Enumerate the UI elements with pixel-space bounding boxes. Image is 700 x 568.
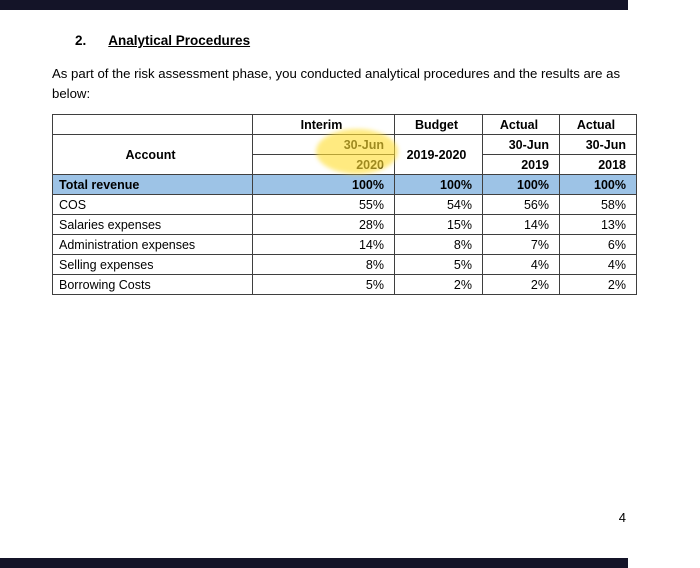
- actual-2019-cell: 2%: [482, 274, 560, 295]
- budget-cell: 15%: [394, 214, 483, 235]
- header-interim-year: 2020: [252, 154, 395, 175]
- account-cell: Borrowing Costs: [52, 274, 253, 295]
- actual-2018-cell: 4%: [559, 254, 637, 275]
- table-row-salaries: Salaries expenses 28% 15% 14% 13%: [52, 214, 637, 235]
- header-actual-2019-date: 30-Jun: [482, 134, 560, 155]
- header-budget-period: 2019-2020: [394, 134, 483, 175]
- table-row-selling: Selling expenses 8% 5% 4% 4%: [52, 254, 637, 275]
- header-budget: Budget: [394, 114, 483, 135]
- section-heading: 2. Analytical Procedures: [75, 33, 250, 48]
- header-row-dates: Account 30-Jun 2019-2020 30-Jun 30-Jun: [52, 134, 637, 175]
- account-cell: Selling expenses: [52, 254, 253, 275]
- intro-paragraph: As part of the risk assessment phase, yo…: [52, 66, 621, 101]
- analytical-procedures-table: Interim Budget Actual Actual Account 30-…: [52, 114, 637, 295]
- table-row-administration: Administration expenses 14% 8% 7% 6%: [52, 234, 637, 255]
- interim-cell: 28%: [252, 214, 395, 235]
- page-number: 4: [618, 510, 626, 525]
- actual-2018-cell: 6%: [559, 234, 637, 255]
- header-actual-2018: Actual: [559, 114, 637, 135]
- interim-cell: 100%: [252, 174, 395, 195]
- actual-2019-cell: 56%: [482, 194, 560, 215]
- budget-cell: 2%: [394, 274, 483, 295]
- header-account: Account: [52, 134, 253, 175]
- table-row-total-revenue: Total revenue 100% 100% 100% 100%: [52, 174, 637, 195]
- interim-cell: 5%: [252, 274, 395, 295]
- interim-cell: 55%: [252, 194, 395, 215]
- bottom-edge-bar: [0, 558, 628, 568]
- actual-2019-cell: 7%: [482, 234, 560, 255]
- account-cell: Total revenue: [52, 174, 253, 195]
- section-number: 2.: [75, 33, 87, 48]
- actual-2019-cell: 100%: [482, 174, 560, 195]
- budget-cell: 8%: [394, 234, 483, 255]
- actual-2018-cell: 2%: [559, 274, 637, 295]
- actual-2019-cell: 4%: [482, 254, 560, 275]
- budget-cell: 100%: [394, 174, 483, 195]
- actual-2018-cell: 13%: [559, 214, 637, 235]
- actual-2019-cell: 14%: [482, 214, 560, 235]
- account-cell: Administration expenses: [52, 234, 253, 255]
- actual-2018-cell: 58%: [559, 194, 637, 215]
- account-cell: Salaries expenses: [52, 214, 253, 235]
- header-account-blank: [52, 114, 253, 135]
- interim-cell: 8%: [252, 254, 395, 275]
- analytical-procedures-table-wrap: Interim Budget Actual Actual Account 30-…: [52, 114, 637, 295]
- header-interim: Interim: [252, 114, 395, 135]
- interim-cell: 14%: [252, 234, 395, 255]
- section-title: Analytical Procedures: [108, 33, 251, 48]
- actual-2018-cell: 100%: [559, 174, 637, 195]
- header-actual-2019-year: 2019: [482, 154, 560, 175]
- header-row-group: Interim Budget Actual Actual: [52, 114, 637, 135]
- header-interim-date: 30-Jun: [252, 134, 395, 155]
- top-edge-bar: [0, 0, 628, 10]
- table-row-borrowing: Borrowing Costs 5% 2% 2% 2%: [52, 274, 637, 295]
- account-cell: COS: [52, 194, 253, 215]
- header-actual-2018-year: 2018: [559, 154, 637, 175]
- budget-cell: 5%: [394, 254, 483, 275]
- header-actual-2018-date: 30-Jun: [559, 134, 637, 155]
- budget-cell: 54%: [394, 194, 483, 215]
- header-actual-2019: Actual: [482, 114, 560, 135]
- table-row-cos: COS 55% 54% 56% 58%: [52, 194, 637, 215]
